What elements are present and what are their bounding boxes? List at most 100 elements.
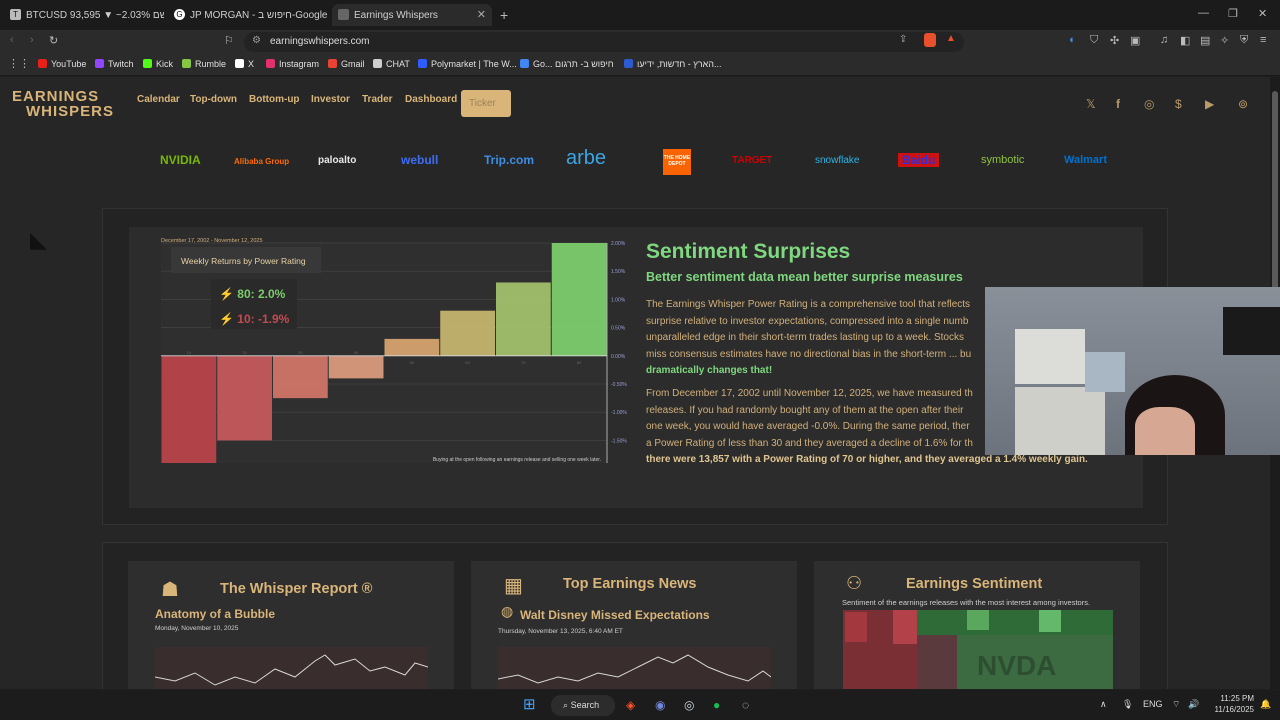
close-window-icon[interactable]: ✕: [1258, 8, 1268, 20]
search-icon: ⌕: [563, 700, 569, 710]
para2-bold: there were 13,857 with a Power Rating of…: [646, 454, 1088, 465]
chart-ytick-label: 1.00%: [611, 297, 626, 303]
brand-snowflake[interactable]: snowflake: [815, 155, 860, 166]
brand-tripcom[interactable]: Trip.com: [484, 153, 535, 167]
x-social-icon[interactable]: 𝕏: [1086, 97, 1096, 111]
apps-grid-icon[interactable]: ⋮⋮: [8, 58, 30, 70]
app-icon[interactable]: ◌: [742, 698, 750, 712]
sentiment-heatmap[interactable]: NVDA: [843, 610, 1113, 689]
nav-calendar[interactable]: Calendar: [137, 94, 180, 105]
notifications-icon[interactable]: 🔔: [1260, 699, 1272, 709]
nav-trader[interactable]: Trader: [362, 94, 393, 105]
chart-ytick-label: 0.00%: [611, 354, 626, 360]
bookmark-youtube[interactable]: YouTube: [38, 59, 86, 69]
search-label: Search: [570, 700, 600, 710]
card-date: Thursday, November 13, 2025, 6:40 AM ET: [498, 628, 623, 635]
clock-time: 11:25 PM: [1220, 694, 1254, 703]
brand-arbe[interactable]: arbe: [566, 147, 607, 169]
chart-title-box: [171, 247, 321, 273]
bookmark-rumble[interactable]: Rumble: [182, 59, 226, 69]
brand-baidu[interactable]: Baidu: [898, 153, 940, 167]
steam-icon[interactable]: ◎: [684, 698, 695, 712]
leo-icon[interactable]: ✧: [1220, 35, 1230, 47]
bookmark-kick[interactable]: Kick: [143, 59, 173, 69]
nav-investor[interactable]: Investor: [311, 94, 350, 105]
site-logo[interactable]: EARNINGS WHISPERS: [12, 89, 114, 119]
brave-taskbar-icon[interactable]: ◈: [626, 698, 636, 712]
para1-line: miss consensus estimates have no directi…: [646, 348, 972, 360]
extensions-icon[interactable]: ✣: [1110, 35, 1120, 47]
screenshot-icon[interactable]: ▣: [1130, 35, 1141, 47]
youtube-icon: [38, 59, 47, 68]
music-icon[interactable]: ♫: [1160, 34, 1169, 46]
language-indicator[interactable]: ENG: [1143, 699, 1163, 709]
facebook-icon[interactable]: f: [1116, 97, 1120, 111]
wallet-card-icon[interactable]: ▤: [1200, 35, 1211, 47]
wifi-icon[interactable]: ⌔: [1172, 699, 1181, 709]
close-tab-icon[interactable]: ✕: [476, 9, 486, 21]
bookmark-twitch[interactable]: Twitch: [95, 59, 134, 69]
wallet-icon[interactable]: ◖: [1068, 34, 1075, 46]
tab-jpmorgan[interactable]: G JP MORGAN - חיפוש ב-Google: [168, 4, 328, 26]
minimize-icon[interactable]: —: [1198, 7, 1209, 19]
top-earnings-news-card[interactable]: ▦ Top Earnings News ◍ Walt Disney Missed…: [471, 561, 797, 689]
ticker-input[interactable]: Ticker: [461, 90, 511, 117]
forward-icon[interactable]: ›: [30, 34, 34, 46]
bookmark-polymarket[interactable]: Polymarket | The W...: [418, 59, 517, 69]
tab-btcusd[interactable]: T BTCUSD 93,595 ▼ −2.03% ללא שם: [4, 4, 164, 26]
chart-bar: [440, 310, 495, 356]
clock-date: 11/16/2025: [1214, 705, 1254, 714]
volume-icon[interactable]: 🔊: [1188, 699, 1200, 709]
scrollbar-thumb[interactable]: [1272, 91, 1278, 291]
instagram-social-icon[interactable]: ◎: [1144, 97, 1155, 111]
shield-icon[interactable]: ⛉: [1090, 34, 1099, 46]
vpn-icon[interactable]: ⛨: [1240, 34, 1249, 46]
url-input[interactable]: ⚙ earningswhispers.com ⇪ ▲: [244, 32, 964, 52]
spotify-icon[interactable]: ●: [713, 698, 721, 712]
brave-shields-icon[interactable]: [924, 33, 936, 47]
nav-top-down[interactable]: Top-down: [190, 94, 238, 105]
chart-ytick-label: 1.50%: [611, 269, 626, 275]
bookmark-haaretz[interactable]: הארץ - חדשות, ידיעו...: [624, 59, 722, 69]
brand-alibaba[interactable]: Alibaba Group: [234, 157, 290, 166]
maximize-icon[interactable]: ❐: [1228, 8, 1238, 20]
tray-chevron-icon[interactable]: ∧: [1100, 699, 1107, 709]
bookmarks-bar: ⋮⋮ YouTube Twitch Kick Rumble X Instagra…: [0, 54, 1280, 76]
nav-bottom-up[interactable]: Bottom-up: [249, 94, 300, 105]
site-info-icon[interactable]: ⚙: [252, 35, 261, 46]
tab-earnings-whispers[interactable]: Earnings Whispers ✕: [332, 4, 492, 26]
nav-dashboard[interactable]: Dashboard: [405, 94, 458, 105]
bookmark-icon[interactable]: ⚐: [224, 35, 234, 47]
youtube-social-icon[interactable]: ▶: [1205, 97, 1215, 111]
brand-homedepot[interactable]: THE HOME DEPOT: [663, 149, 691, 175]
brand-webull[interactable]: webull: [401, 153, 439, 167]
bookmark-instagram[interactable]: Instagram: [266, 59, 319, 69]
share-icon[interactable]: ⇪: [899, 34, 908, 45]
brand-symbotic[interactable]: symbotic: [981, 154, 1025, 166]
back-icon[interactable]: ‹: [10, 34, 14, 46]
bookmark-gmail[interactable]: Gmail: [328, 59, 365, 69]
windows-start-icon[interactable]: ⊞: [523, 696, 536, 713]
brave-rewards-icon[interactable]: ▲: [946, 33, 956, 44]
sidebar-icon[interactable]: ◧: [1180, 35, 1191, 47]
taskbar-search[interactable]: ⌕ Search: [551, 695, 615, 716]
sentiment-paragraph-1: The Earnings Whisper Power Rating is a c…: [646, 297, 1136, 380]
bookmark-x[interactable]: X: [235, 59, 254, 69]
reload-icon[interactable]: ↻: [49, 35, 59, 47]
microphone-icon[interactable]: 🎙: [1122, 699, 1134, 709]
clock[interactable]: 11:25 PM 11/16/2025: [1208, 693, 1254, 715]
podcast-icon[interactable]: ⊚: [1238, 97, 1249, 111]
bookmark-translate[interactable]: Go... חיפוש ב- תרגום: [520, 59, 614, 69]
whisper-report-card[interactable]: ☗ The Whisper Report ® Anatomy of a Bubb…: [128, 561, 454, 689]
brand-target[interactable]: TARGET: [732, 155, 773, 166]
brand-paloalto[interactable]: paloalto: [318, 155, 357, 166]
bookmark-chat[interactable]: CHAT: [373, 59, 410, 69]
brand-walmart[interactable]: Walmart: [1064, 154, 1107, 166]
new-tab-icon[interactable]: +: [500, 7, 509, 23]
menu-icon[interactable]: ≡: [1260, 34, 1267, 46]
para1-bold: dramatically changes that!: [646, 365, 773, 376]
stocktwits-icon[interactable]: $: [1175, 97, 1182, 111]
brand-nvidia[interactable]: NVIDIA: [160, 153, 201, 167]
earnings-sentiment-card[interactable]: ⚇ Earnings Sentiment Sentiment of the ea…: [814, 561, 1140, 689]
discord-icon[interactable]: ◉: [655, 698, 666, 712]
